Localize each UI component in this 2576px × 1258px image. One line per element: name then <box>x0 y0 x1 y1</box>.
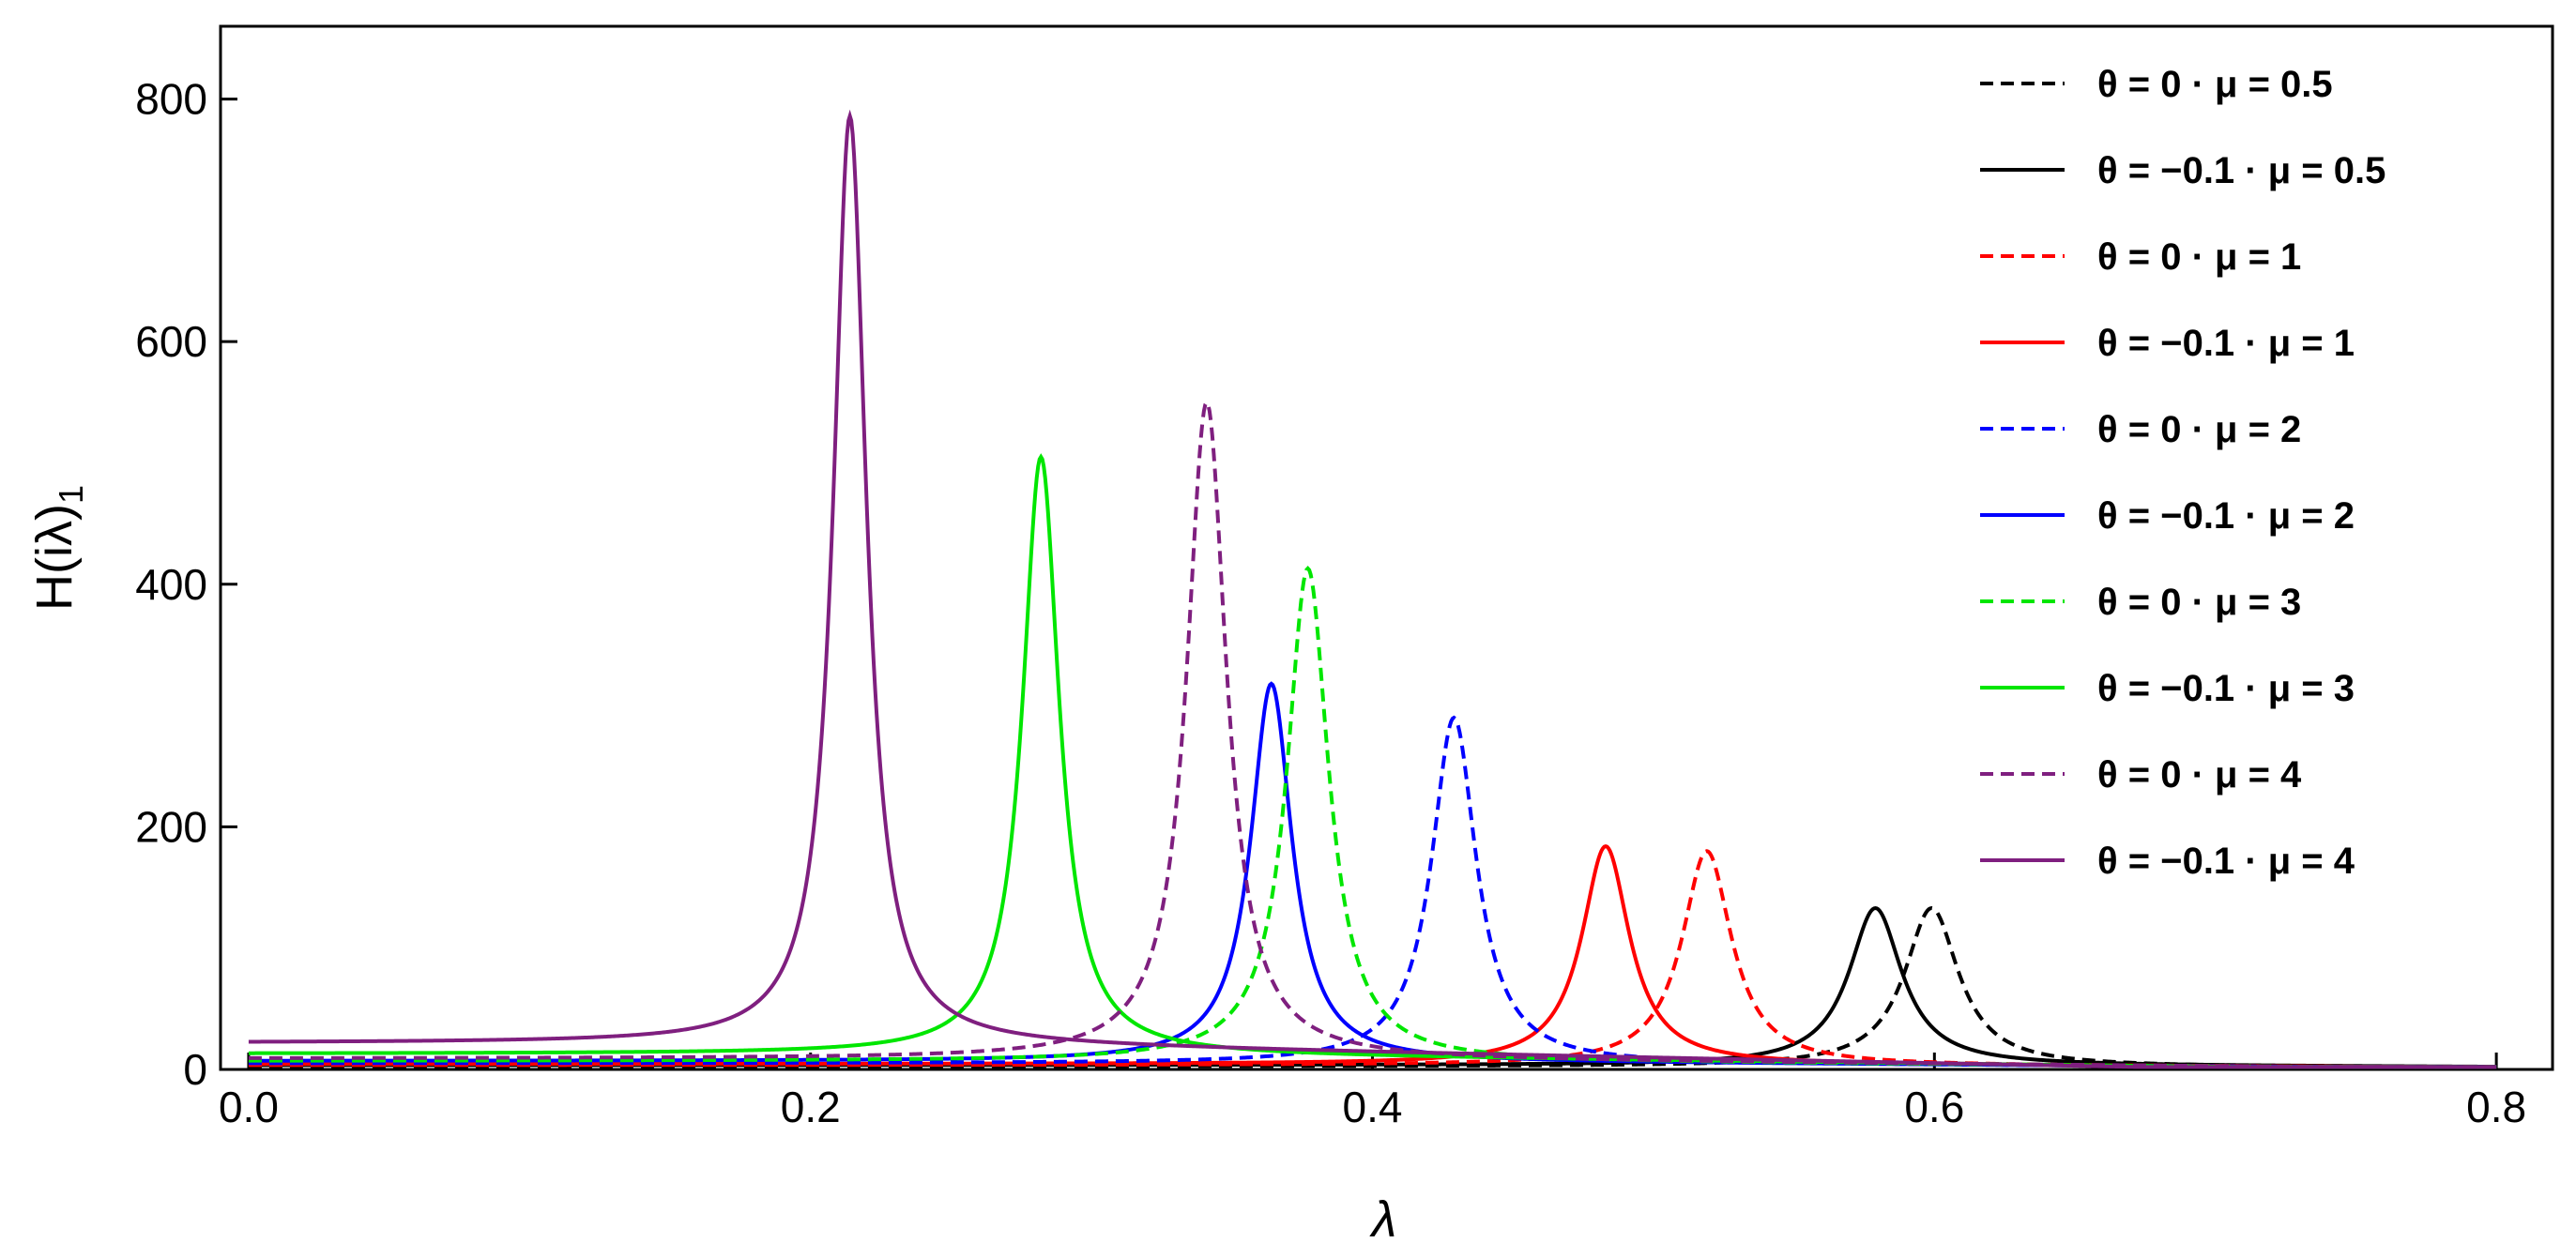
series-line <box>248 109 2497 1069</box>
legend-label: θ = 0 · μ = 1 <box>2097 236 2301 278</box>
x-tick-label: 0.8 <box>2466 1083 2526 1131</box>
x-tick-label: 0.6 <box>1904 1083 1964 1131</box>
y-axis-title: H(iλ)1 <box>26 485 90 611</box>
x-axis-title: λ <box>1369 1191 1397 1248</box>
x-tick-label: 0.0 <box>219 1083 279 1131</box>
legend-label: θ = −0.1 · μ = 4 <box>2097 841 2355 882</box>
y-tick-label: 800 <box>135 75 207 124</box>
legend-label: θ = 0 · μ = 3 <box>2097 582 2301 623</box>
series-lines <box>248 109 2497 1069</box>
y-tick-label: 600 <box>135 317 207 366</box>
series-line <box>248 566 2497 1069</box>
legend-label: θ = −0.1 · μ = 1 <box>2097 323 2355 364</box>
x-axis-ticks: 0.0 0.2 0.4 0.6 0.8 <box>219 1053 2526 1131</box>
legend-label: θ = −0.1 · μ = 2 <box>2097 495 2355 537</box>
y-tick-label: 400 <box>135 560 207 609</box>
y-tick-label: 200 <box>135 802 207 851</box>
y-axis-title-subscript: 1 <box>52 485 90 504</box>
x-tick-label: 0.4 <box>1343 1083 1403 1131</box>
series-line <box>248 849 2497 1069</box>
series-line <box>248 905 2497 1069</box>
legend-label: θ = 0 · μ = 2 <box>2097 409 2301 450</box>
y-axis-ticks: 0 200 400 600 800 <box>135 75 237 1094</box>
plot-frame <box>219 24 2554 1071</box>
legend: θ = 0 · μ = 0.5 θ = −0.1 · μ = 0.5 θ = 0 ·… <box>1980 64 2385 882</box>
series-line <box>248 905 2497 1069</box>
legend-label: θ = 0 · μ = 0.5 <box>2097 64 2333 105</box>
x-tick-label: 0.2 <box>781 1083 841 1131</box>
legend-label: θ = −0.1 · μ = 3 <box>2097 668 2355 709</box>
legend-label: θ = 0 · μ = 4 <box>2097 754 2302 796</box>
y-tick-label: 0 <box>183 1045 207 1094</box>
legend-label: θ = −0.1 · μ = 0.5 <box>2097 150 2385 191</box>
y-axis-title-main: H(iλ) <box>26 504 83 611</box>
